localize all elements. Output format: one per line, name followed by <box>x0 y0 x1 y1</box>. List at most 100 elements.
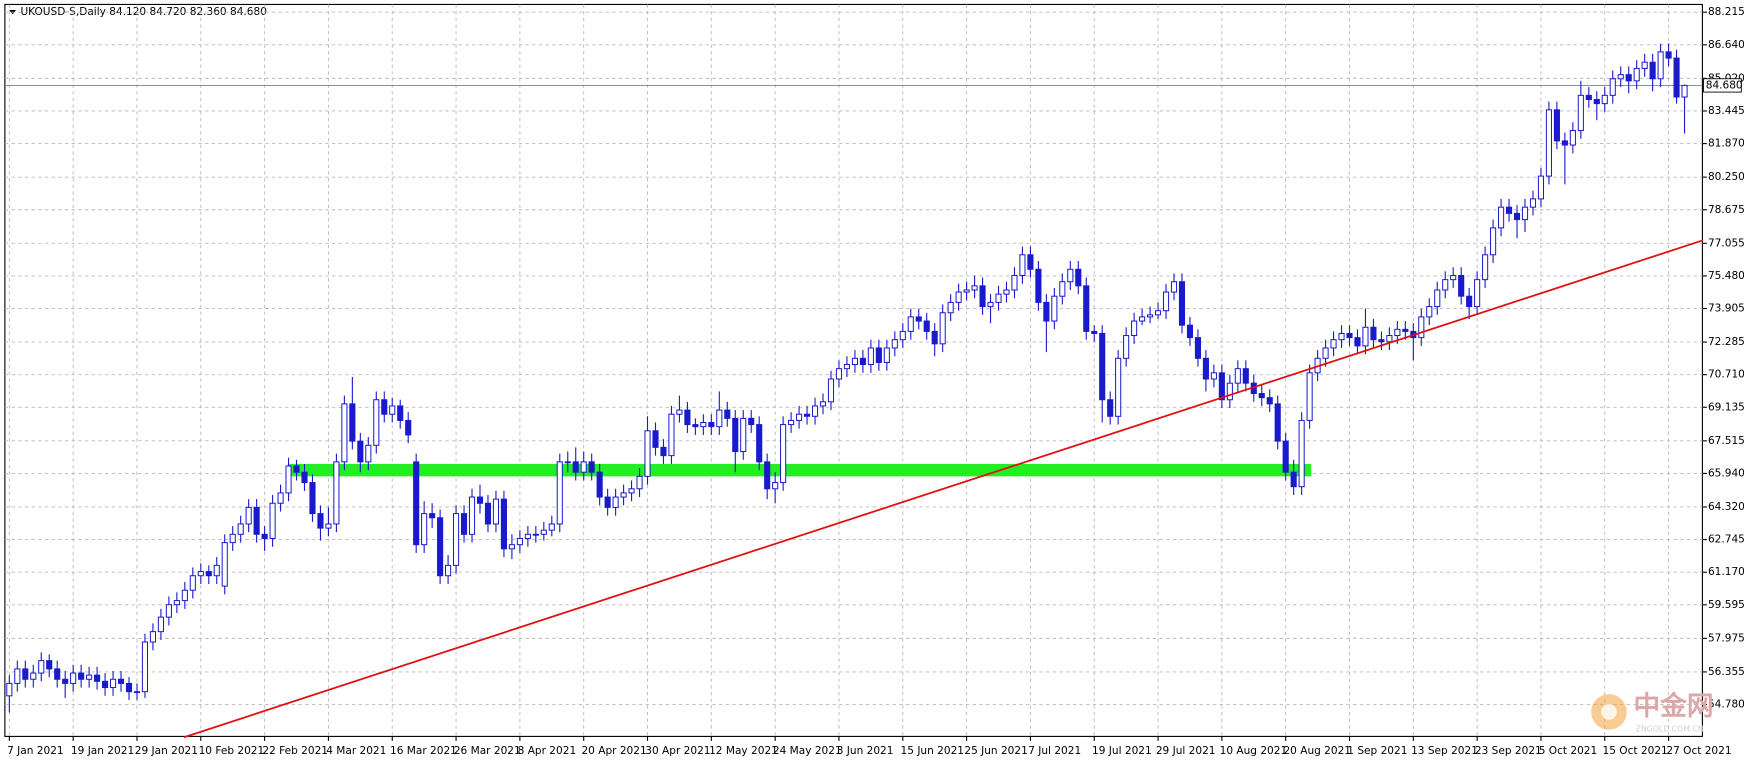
candle-body <box>867 347 874 366</box>
candle-body <box>46 660 53 670</box>
candle-body <box>293 465 300 473</box>
y-tick-label: 88.215 <box>1708 6 1744 18</box>
candle-body <box>1075 268 1082 287</box>
candle-body <box>708 422 715 428</box>
candle-body <box>22 668 29 680</box>
candle-body <box>1051 295 1058 322</box>
candle-body <box>796 413 803 421</box>
watermark-logo-inner <box>1601 704 1617 720</box>
candle-body <box>245 506 252 525</box>
candle-body <box>1194 337 1201 359</box>
candle-body <box>1474 279 1481 308</box>
candle-body <box>923 320 930 332</box>
candle-body <box>644 430 651 477</box>
candle-body <box>484 502 492 525</box>
candle-body <box>724 409 731 419</box>
x-tick-label: 15 Jun 2021 <box>901 745 964 757</box>
candle-body <box>1234 368 1241 384</box>
candle-body <box>261 533 268 539</box>
candle-body <box>772 482 779 490</box>
candle-body <box>604 496 611 508</box>
candle-body <box>86 674 93 680</box>
candle-body <box>1362 326 1369 347</box>
candle-body <box>963 289 970 293</box>
candle-body <box>492 498 500 525</box>
candle-body <box>1346 332 1353 339</box>
candle-body <box>564 461 571 464</box>
candle-body <box>803 413 811 417</box>
candle-body <box>341 403 348 463</box>
candle-body <box>413 461 420 546</box>
candle-body <box>1434 289 1441 308</box>
candle-body <box>572 461 579 473</box>
candle-body <box>811 405 819 417</box>
candle-body <box>843 364 851 370</box>
candle-body <box>692 424 699 428</box>
candle-body <box>1577 94 1584 132</box>
candle-body <box>1019 254 1026 276</box>
candle-body <box>14 668 21 684</box>
candle-body <box>1609 78 1616 96</box>
candle-body <box>1649 61 1656 80</box>
candle-body <box>835 368 843 380</box>
candle-body <box>421 513 428 546</box>
candle-body <box>237 523 244 535</box>
candle-body <box>1426 306 1433 318</box>
candle-body <box>1641 61 1648 69</box>
candle-body <box>1513 212 1521 221</box>
candle-body <box>1466 295 1473 308</box>
candle-body <box>445 564 452 577</box>
candle-body <box>117 678 125 684</box>
candle-body <box>620 492 627 498</box>
y-tick-label: 64.320 <box>1708 501 1744 513</box>
y-tick-label: 59.595 <box>1708 599 1744 611</box>
candle-body <box>253 506 260 535</box>
candle-body <box>460 513 468 535</box>
candle-body <box>636 475 643 490</box>
x-tick-label: 12 May 2021 <box>709 745 778 757</box>
candle-body <box>788 419 795 426</box>
y-tick-label: 77.055 <box>1708 237 1744 249</box>
y-tick-label: 54.780 <box>1708 699 1744 711</box>
candle-body <box>1657 51 1664 80</box>
candle-body <box>70 672 77 684</box>
candle-body <box>1178 281 1186 326</box>
candle-body <box>1418 316 1425 339</box>
candle-body <box>78 672 85 680</box>
candle-body <box>915 316 922 322</box>
chart-title: UKOUSD-S,Daily 84.120 84.720 82.360 84.6… <box>20 6 267 18</box>
candle-body <box>1505 206 1513 214</box>
y-tick-label: 70.710 <box>1708 369 1744 381</box>
candle-body <box>1147 314 1154 318</box>
y-tick-label: 57.975 <box>1708 632 1744 644</box>
y-tick-label: 81.870 <box>1708 138 1744 150</box>
candle-body <box>301 471 308 484</box>
candle-body <box>1585 94 1592 100</box>
candle-body <box>1083 285 1090 332</box>
candle-body <box>596 471 603 498</box>
candle-body <box>676 409 683 415</box>
x-tick-label: 16 Mar 2021 <box>390 745 457 757</box>
candle-body <box>1298 419 1305 488</box>
candle-body <box>205 571 212 577</box>
candle-body <box>1330 339 1337 349</box>
x-tick-label: 29 Jan 2021 <box>135 745 198 757</box>
x-tick-label: 20 Apr 2021 <box>581 745 646 757</box>
candle-body <box>62 678 69 684</box>
candle-body <box>827 378 835 403</box>
y-tick-label: 65.940 <box>1708 467 1744 479</box>
support-zone <box>287 463 1312 477</box>
x-tick-label: 20 Aug 2021 <box>1283 745 1351 757</box>
x-tick-label: 19 Jan 2021 <box>71 745 134 757</box>
candle-body <box>389 405 396 415</box>
candle-body <box>947 301 954 314</box>
x-tick-label: 23 Sep 2021 <box>1475 745 1542 757</box>
x-tick-label: 24 May 2021 <box>773 745 842 757</box>
x-tick-label: 4 Mar 2021 <box>326 745 386 757</box>
last-price-label: 84.680 <box>1706 79 1743 91</box>
plot-frame <box>4 3 1703 737</box>
y-tick-label: 61.170 <box>1708 566 1744 578</box>
candle-body <box>1338 332 1345 341</box>
